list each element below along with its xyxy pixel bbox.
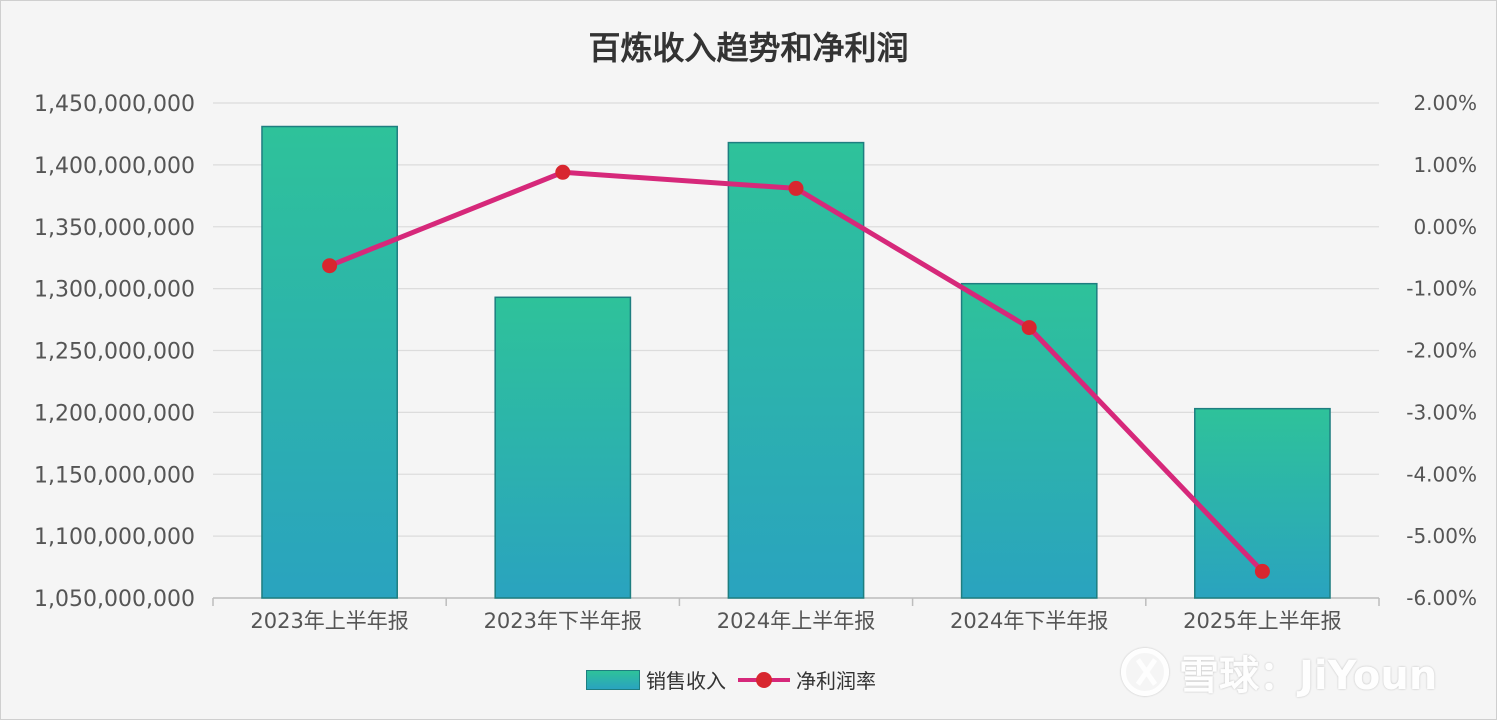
watermark-text: 雪球：JiYoun — [1179, 653, 1438, 699]
y-right-tick-label: -3.00% — [1406, 400, 1477, 424]
point-net-margin — [322, 258, 338, 274]
x-tick-label: 2025年上半年报 — [1183, 609, 1341, 633]
y-left-tick-label: 1,350,000,000 — [34, 216, 195, 241]
y-right-tick-label: 2.00% — [1413, 91, 1477, 115]
y-left-tick-label: 1,450,000,000 — [34, 92, 195, 117]
legend-label-margin: 净利润率 — [796, 669, 876, 693]
y-right-tick-label: 0.00% — [1413, 215, 1477, 239]
point-net-margin — [788, 180, 804, 196]
y-right-tick-label: 1.00% — [1413, 153, 1477, 177]
point-net-margin — [1254, 563, 1270, 579]
bar-revenue — [727, 141, 865, 599]
legend-swatch-line — [738, 671, 790, 689]
watermark: 雪球：JiYoun — [1121, 643, 1437, 701]
x-tick-label: 2023年上半年报 — [250, 609, 408, 633]
x-tick-label: 2024年下半年报 — [950, 609, 1108, 633]
y-left-tick-label: 1,100,000,000 — [34, 525, 195, 550]
bar-revenue — [960, 282, 1098, 599]
y-right-tick-label: -1.00% — [1406, 277, 1477, 301]
y-left-tick-label: 1,250,000,000 — [34, 340, 195, 365]
y-left-tick-label: 1,300,000,000 — [34, 278, 195, 303]
y-left-tick-label: 1,150,000,000 — [34, 463, 195, 488]
legend-item-revenue[interactable]: 销售收入 — [586, 665, 726, 694]
legend-item-margin[interactable]: 净利润率 — [738, 665, 876, 694]
x-tick-label: 2023年下半年报 — [484, 609, 642, 633]
y-left-tick-label: 1,050,000,000 — [34, 587, 195, 612]
chart-title: 百炼收入趋势和净利润 — [588, 29, 909, 67]
y-right-tick-label: -6.00% — [1406, 586, 1477, 610]
y-left-tick-label: 1,400,000,000 — [34, 154, 195, 179]
y-right-tick-label: -2.00% — [1406, 339, 1477, 363]
x-tick-label: 2024年上半年报 — [717, 609, 875, 633]
legend-swatch-bar — [586, 669, 640, 690]
bar-revenue — [261, 125, 398, 599]
point-net-margin — [555, 164, 571, 180]
snowball-logo-icon — [1121, 648, 1169, 696]
legend-label-revenue: 销售收入 — [646, 669, 726, 693]
point-net-margin — [1021, 320, 1037, 336]
bar-revenue — [494, 296, 632, 599]
legend: 销售收入 净利润率 — [586, 665, 882, 694]
y-right-tick-label: -5.00% — [1406, 524, 1477, 548]
y-right-tick-label: -4.00% — [1406, 462, 1477, 486]
y-left-tick-label: 1,200,000,000 — [34, 401, 195, 426]
